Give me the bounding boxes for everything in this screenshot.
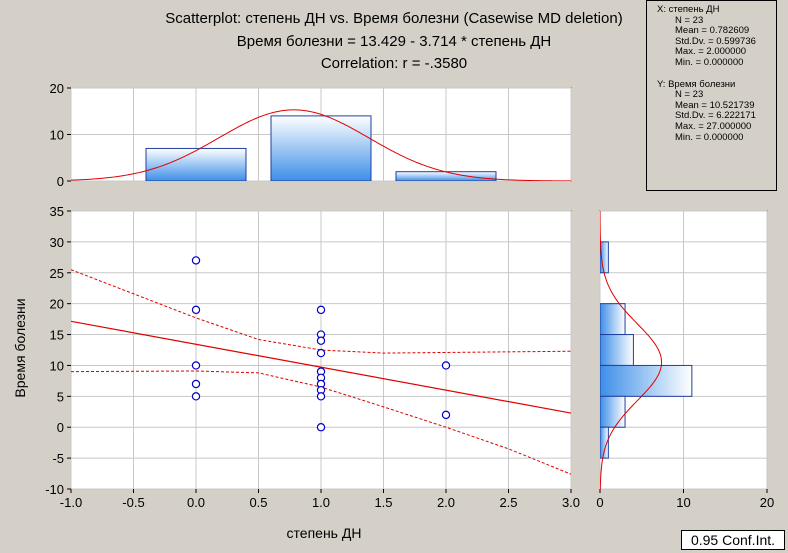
y-axis-label: Время болезни — [12, 298, 28, 397]
x-tick-label: 2.5 — [499, 495, 517, 510]
x-tick-label: -1.0 — [60, 495, 82, 510]
stats-box: X: степень ДН N = 23 Mean = 0.782609 Std… — [646, 0, 777, 191]
y-tick-label: 5 — [57, 389, 64, 404]
scatter-point — [191, 361, 201, 370]
top-hist-y-tick-label: 0 — [57, 174, 64, 189]
stats-y-max: Max. = 27.000000 — [675, 120, 752, 132]
stats-y-min: Min. = 0.000000 — [675, 131, 744, 143]
stats-x-label: X: степень ДН — [657, 4, 720, 15]
stats-x-min: Min. = 0.000000 — [675, 56, 744, 68]
stats-x-max: Max. = 2.000000 — [675, 46, 747, 58]
top-hist-y-tick-label: 10 — [50, 128, 64, 143]
right-histogram-bar — [600, 395, 626, 428]
stats-y-mean: Mean = 10.521739 — [675, 99, 755, 111]
x-tick-label: 0.0 — [187, 495, 205, 510]
scatter-point — [191, 256, 201, 265]
stats-x-std: Std.Dv. = 0.599736 — [675, 35, 756, 47]
y-tick-label: -10 — [45, 482, 64, 497]
stats-y-label: Y: Время болезни — [657, 78, 736, 90]
x-tick-label: 1.5 — [374, 495, 392, 510]
scatter-point — [316, 305, 326, 315]
scatter-point — [316, 392, 326, 401]
confidence-band-upper — [71, 269, 571, 354]
x-tick-label: 2.0 — [437, 495, 455, 510]
y-tick-label: -5 — [52, 451, 64, 466]
right-hist-x-tick-label: 10 — [676, 495, 690, 510]
scatter-point — [316, 423, 326, 432]
scatter-point — [191, 392, 201, 401]
chart-title-line-3: Correlation: r = -.3580 — [320, 55, 468, 72]
chart-title-line-1: Scatterplot: степень ДН vs. Время болезн… — [165, 10, 623, 27]
regression-line — [71, 320, 571, 414]
y-tick-label: 30 — [50, 235, 64, 250]
top-histogram-bar — [145, 147, 247, 181]
stats-x-n: N = 23 — [675, 14, 704, 26]
stats-x-mean: Mean = 0.782609 — [675, 25, 750, 37]
right-hist-x-tick-label: 0 — [596, 495, 603, 510]
right-normal-curve — [600, 211, 663, 489]
y-tick-label: 20 — [50, 297, 64, 312]
stats-y-n: N = 23 — [675, 89, 704, 101]
x-tick-label: 1.0 — [312, 495, 330, 510]
top-histogram-bar — [395, 171, 497, 181]
right-histogram-bar — [600, 303, 626, 336]
x-tick-label: -0.5 — [122, 495, 144, 510]
stats-y-std: Std.Dv. = 6.222171 — [675, 110, 756, 122]
top-histogram-bar — [270, 115, 372, 181]
scatter-point — [441, 410, 451, 420]
chart-title-line-2: Время болезни = 13.429 - 3.714 * степень… — [236, 33, 552, 50]
y-tick-label: 25 — [50, 266, 64, 281]
right-histogram-bar — [600, 334, 634, 366]
scatter-point — [316, 348, 326, 358]
y-tick-label: 15 — [50, 328, 64, 343]
right-hist-x-tick-label: 20 — [760, 495, 774, 510]
right-histogram-bar — [600, 426, 609, 459]
y-tick-label: 10 — [50, 358, 64, 373]
top-normal-curve — [71, 109, 571, 181]
scatter-point — [191, 379, 201, 389]
x-axis-label: степень ДН — [287, 525, 362, 541]
top-hist-y-tick-label: 20 — [50, 81, 64, 96]
confidence-band-lower — [71, 370, 571, 475]
y-tick-label: 0 — [57, 420, 64, 435]
scatter-point — [441, 361, 451, 370]
x-tick-label: 0.5 — [249, 495, 267, 510]
y-tick-label: 35 — [50, 204, 64, 219]
scatter-point — [316, 336, 326, 345]
scatter-point — [191, 305, 201, 315]
x-tick-label: 3.0 — [562, 495, 580, 510]
conf-int-legend: 0.95 Conf.Int. — [681, 530, 785, 550]
